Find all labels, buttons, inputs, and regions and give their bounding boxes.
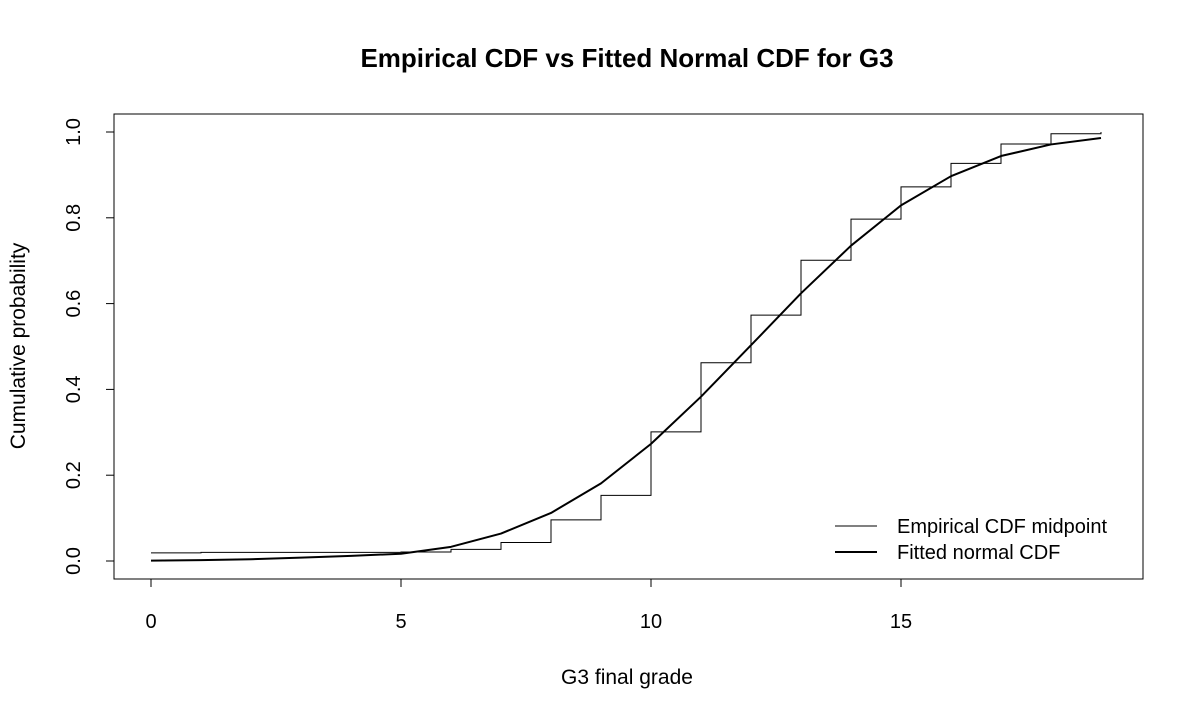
plot-frame — [113, 113, 1144, 580]
x-tick-label: 0 — [145, 611, 156, 633]
y-axis-label: Cumulative probability — [7, 242, 30, 449]
x-tick-label: 5 — [395, 611, 406, 633]
y-tick-label: 0.2 — [63, 461, 85, 489]
x-axis-label: G3 final grade — [561, 666, 693, 689]
x-axis: 0 5 10 15 — [145, 578, 912, 633]
y-tick-label: 0.8 — [63, 204, 85, 232]
y-axis: 0.0 0.2 0.4 0.6 0.8 1.0 — [63, 118, 115, 575]
x-tick-label: 15 — [890, 611, 912, 633]
legend: Empirical CDF midpoint Fitted normal CDF — [835, 516, 1107, 564]
series-layer — [150, 132, 1102, 562]
x-tick-label: 10 — [640, 611, 662, 633]
y-tick-label: 1.0 — [63, 118, 85, 146]
series-fitted-normal-cdf — [150, 137, 1102, 562]
series-empirical-cdf — [151, 132, 1102, 554]
y-tick-label: 0.6 — [63, 290, 85, 318]
y-tick-label: 0.4 — [63, 375, 85, 403]
legend-label-fitted: Fitted normal CDF — [897, 542, 1060, 564]
chart-title: Empirical CDF vs Fitted Normal CDF for G… — [360, 43, 893, 73]
y-tick-label: 0.0 — [63, 547, 85, 575]
legend-label-empirical: Empirical CDF midpoint — [897, 516, 1107, 538]
